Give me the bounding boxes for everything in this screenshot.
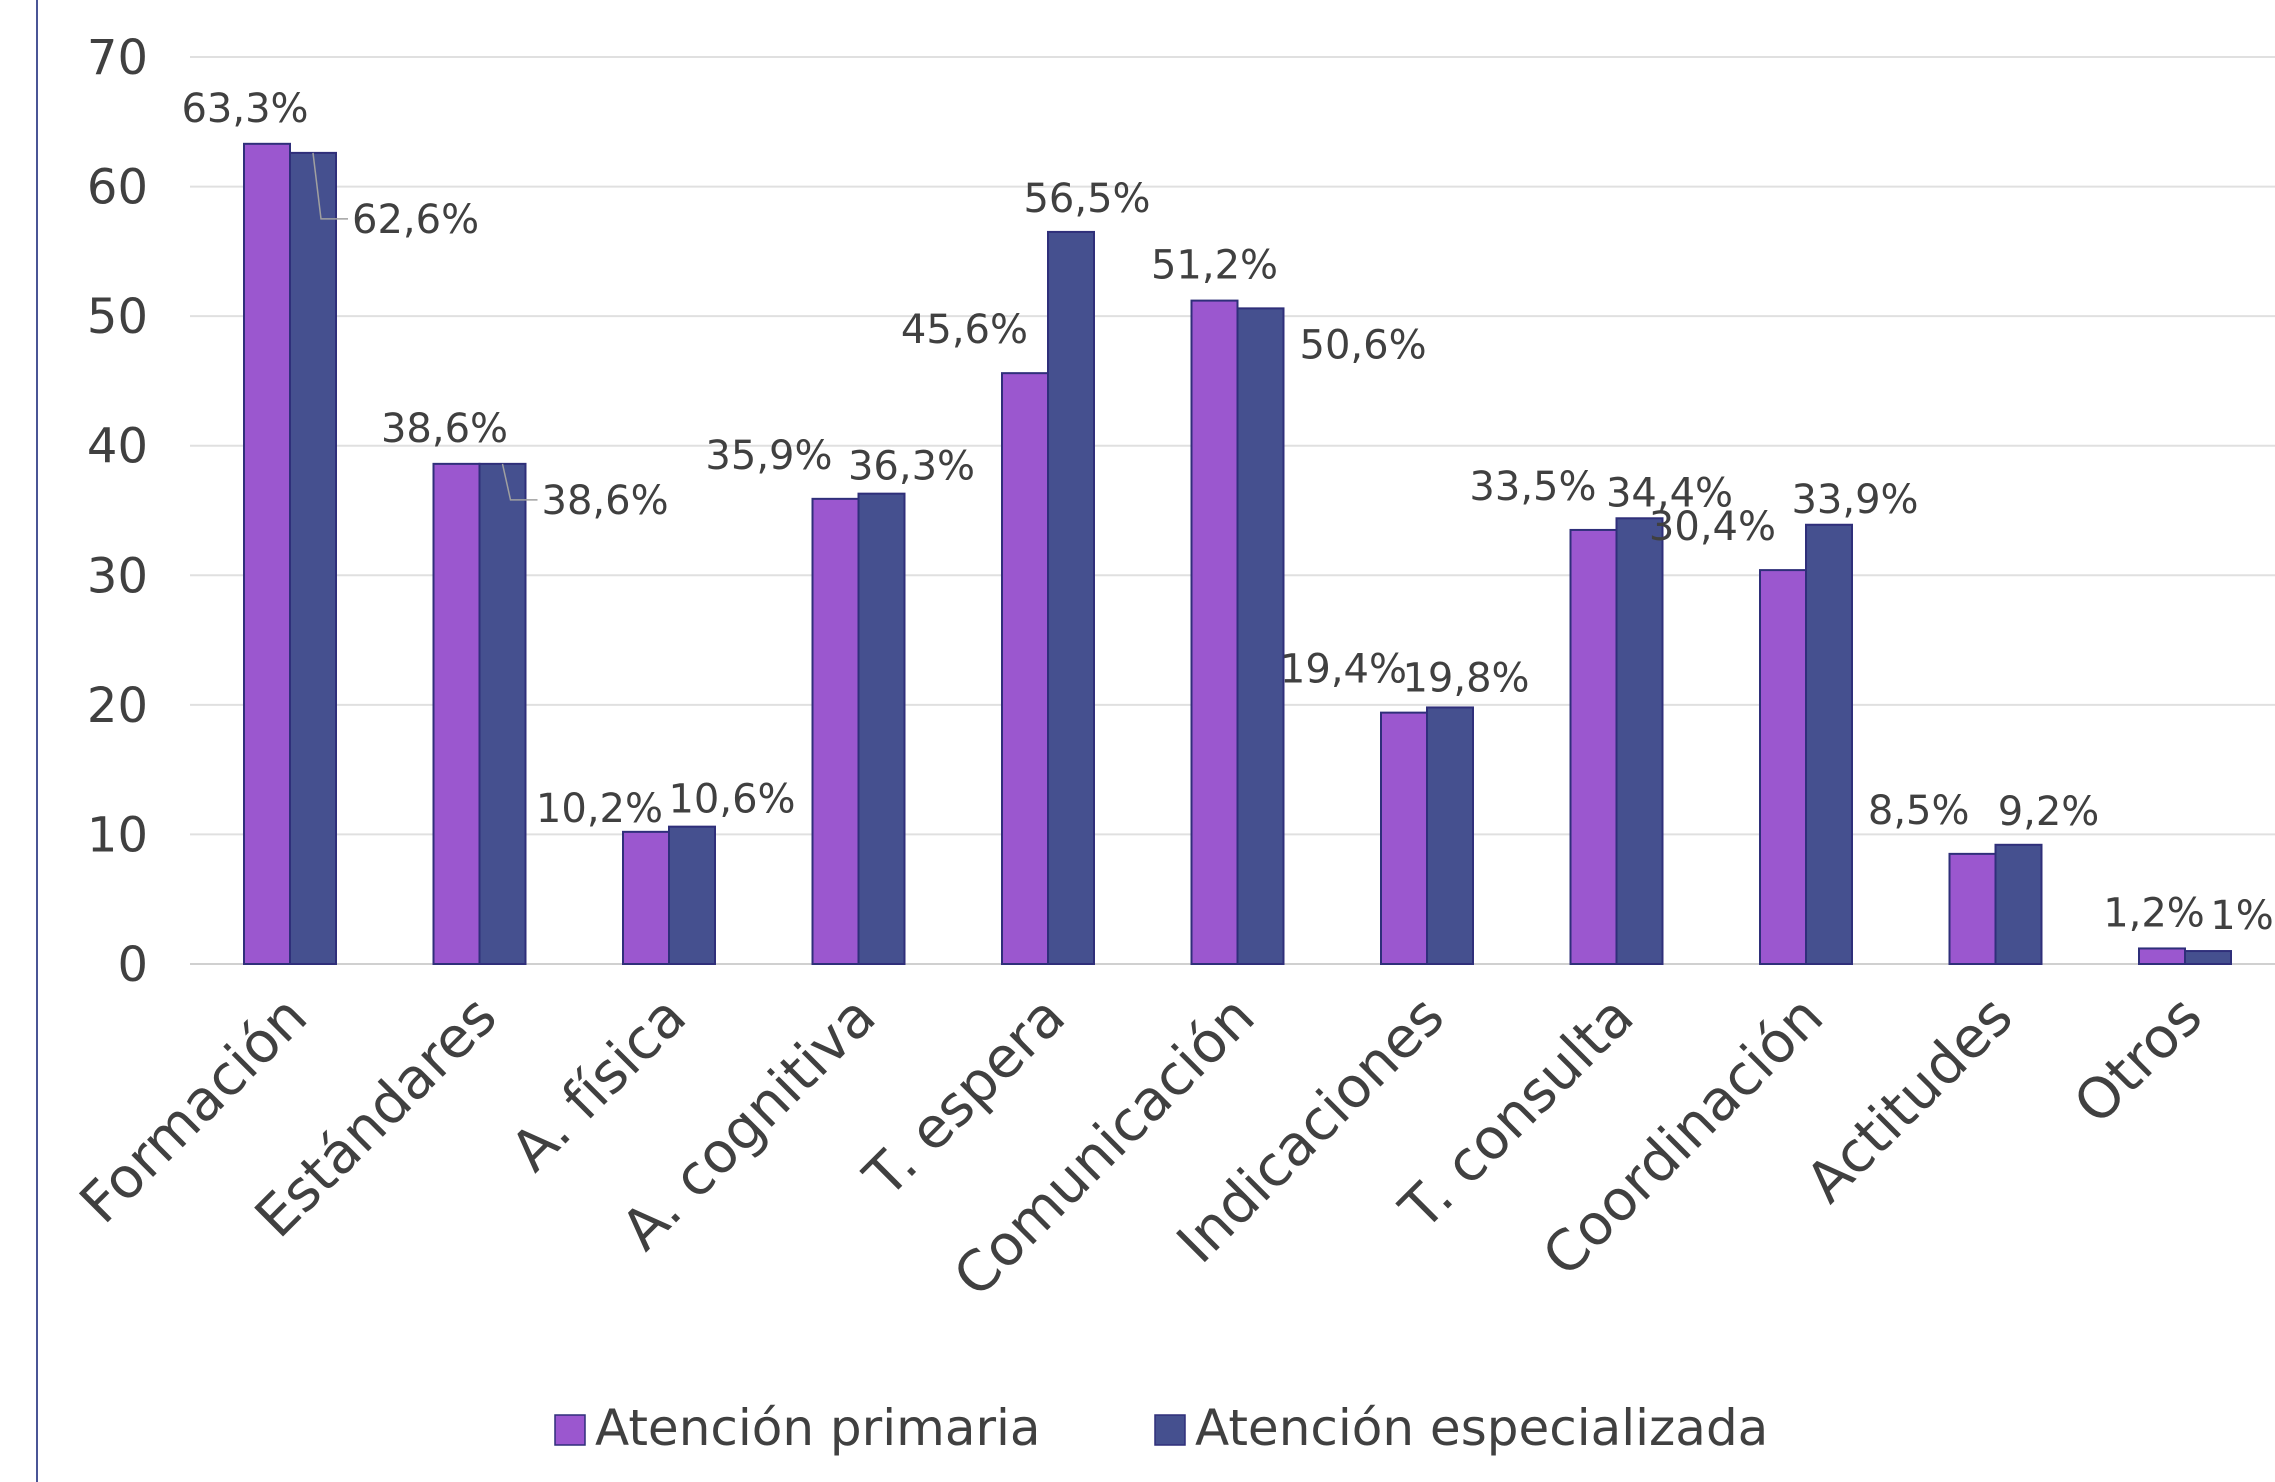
data-label: 30,4% bbox=[1649, 504, 1776, 550]
bar bbox=[1615, 517, 1664, 965]
x-tick-label: A. física bbox=[499, 984, 699, 1184]
bar bbox=[622, 830, 670, 966]
bar bbox=[243, 142, 291, 965]
data-label: 51,2% bbox=[1151, 243, 1278, 289]
bar bbox=[1948, 852, 1997, 965]
bar bbox=[1426, 706, 1474, 965]
y-tick-label: 0 bbox=[117, 937, 148, 993]
y-tick-label: 60 bbox=[87, 160, 148, 216]
y-tick-label: 50 bbox=[87, 289, 148, 345]
y-tick-label: 40 bbox=[87, 419, 148, 475]
x-tick-label: Actitudes bbox=[1794, 984, 2025, 1215]
bar bbox=[1236, 307, 1285, 965]
legend-swatch bbox=[1154, 1414, 1186, 1446]
bar bbox=[432, 462, 481, 965]
bar bbox=[1047, 230, 1095, 965]
bar bbox=[2184, 950, 2232, 965]
bar bbox=[1805, 523, 1853, 965]
bar bbox=[1759, 569, 1807, 965]
bar bbox=[811, 497, 860, 965]
y-tick-label: 70 bbox=[87, 30, 148, 86]
data-label: 33,5% bbox=[1469, 464, 1596, 510]
legend-label: Atención primaria bbox=[595, 1399, 1041, 1457]
data-label: 10,6% bbox=[668, 777, 795, 823]
data-label: 36,3% bbox=[848, 444, 975, 490]
data-label-leader bbox=[501, 463, 538, 501]
frame-border bbox=[36, 0, 38, 1482]
legend-swatch bbox=[554, 1414, 586, 1446]
bar bbox=[1569, 528, 1618, 966]
data-label: 38,6% bbox=[542, 478, 669, 524]
data-label: 9,2% bbox=[1998, 789, 2100, 835]
data-label-leader bbox=[312, 152, 348, 220]
data-label: 35,9% bbox=[705, 433, 832, 479]
bar bbox=[478, 462, 527, 965]
data-label: 56,5% bbox=[1023, 176, 1150, 222]
data-label: 10,2% bbox=[536, 786, 663, 832]
bar bbox=[1380, 711, 1428, 965]
y-tick-label: 20 bbox=[87, 678, 148, 734]
data-label: 63,3% bbox=[181, 86, 308, 132]
data-label: 1,2% bbox=[2103, 890, 2205, 936]
bar bbox=[2138, 947, 2186, 965]
data-label: 38,6% bbox=[381, 406, 508, 452]
data-label: 19,4% bbox=[1280, 647, 1407, 693]
data-label: 50,6% bbox=[1300, 322, 1427, 368]
data-label: 8,5% bbox=[1868, 788, 1970, 834]
bar bbox=[668, 825, 716, 966]
bar bbox=[1994, 843, 2043, 966]
data-label: 1% bbox=[2210, 893, 2273, 939]
data-label: 62,6% bbox=[352, 197, 479, 243]
data-label: 45,6% bbox=[901, 307, 1028, 353]
y-tick-label: 30 bbox=[87, 548, 148, 604]
y-tick-label: 10 bbox=[87, 807, 148, 863]
data-label: 33,9% bbox=[1791, 477, 1918, 523]
bar bbox=[289, 151, 337, 965]
bar bbox=[857, 492, 906, 965]
bar bbox=[1190, 299, 1239, 965]
x-tick-label: Otros bbox=[2062, 984, 2215, 1137]
data-label: 34,4% bbox=[1606, 470, 1733, 516]
legend-label: Atención especializada bbox=[1195, 1399, 1768, 1457]
bar bbox=[1001, 372, 1049, 965]
data-label: 19,8% bbox=[1402, 655, 1529, 701]
